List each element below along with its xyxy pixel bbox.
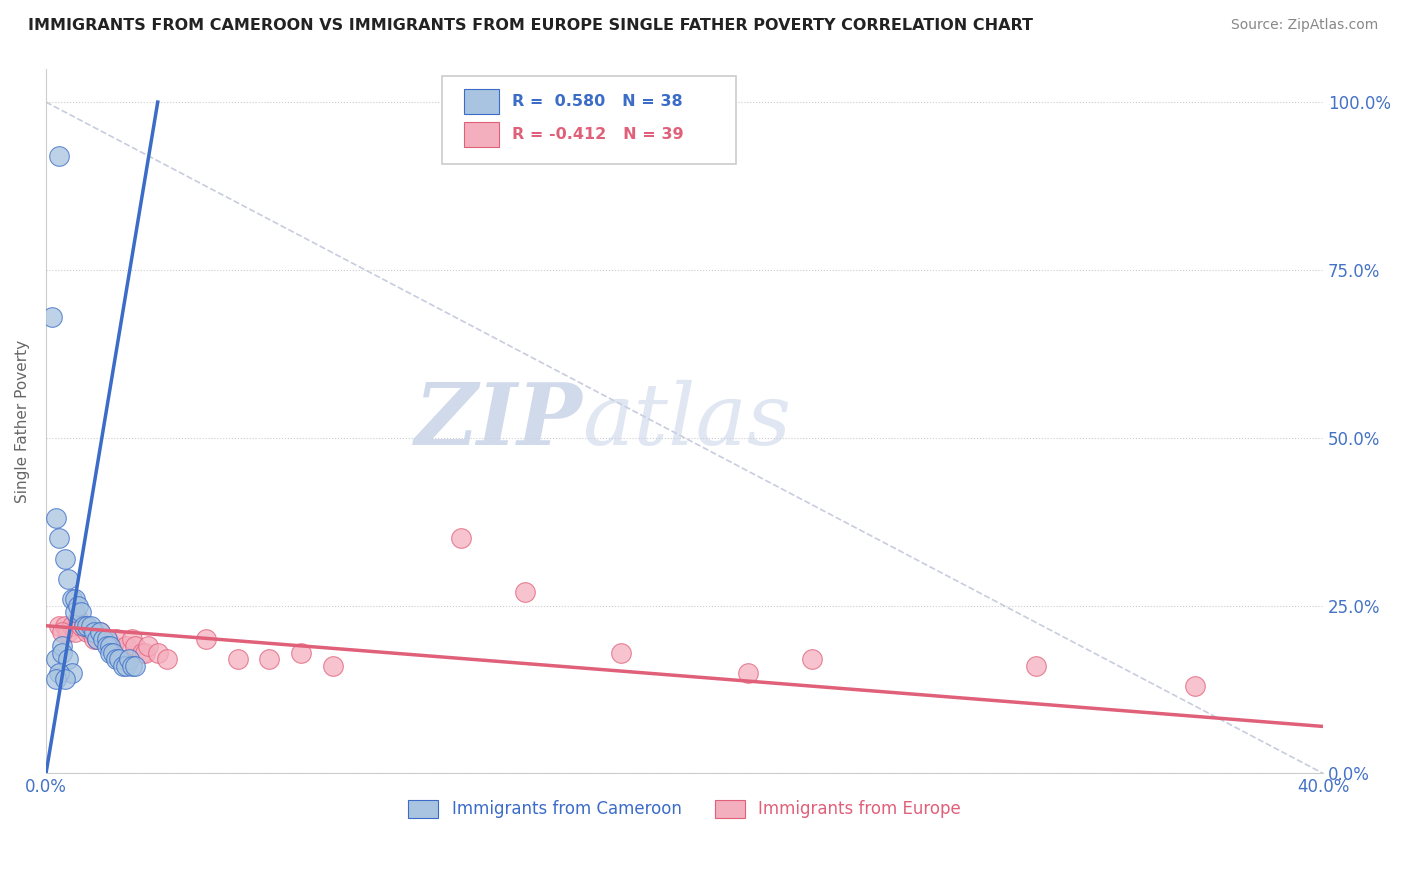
Point [93, 632, 115, 647]
Point [83, 632, 105, 647]
Bar [464, 89, 499, 114]
Point [63, 591, 86, 606]
Point [737, 665, 759, 680]
Point [41, 310, 63, 324]
Point [226, 652, 249, 666]
Point [73, 618, 96, 632]
Point [73, 618, 96, 632]
Point [70, 618, 93, 632]
Point [51, 625, 73, 640]
Point [48, 665, 70, 680]
Text: atlas: atlas [582, 380, 792, 462]
Point [194, 632, 217, 647]
Point [121, 659, 143, 673]
Point [609, 646, 631, 660]
Point [48, 149, 70, 163]
FancyBboxPatch shape [441, 76, 735, 164]
Point [513, 585, 536, 599]
Point [51, 639, 73, 653]
Point [58, 572, 80, 586]
Point [53, 618, 76, 632]
Point [70, 605, 93, 619]
Point [136, 639, 159, 653]
Point [118, 652, 141, 666]
Point [60, 618, 83, 632]
Point [60, 591, 83, 606]
Text: Source: ZipAtlas.com: Source: ZipAtlas.com [1230, 18, 1378, 32]
Text: IMMIGRANTS FROM CAMEROON VS IMMIGRANTS FROM EUROPE SINGLE FATHER POVERTY CORRELA: IMMIGRANTS FROM CAMEROON VS IMMIGRANTS F… [28, 18, 1033, 33]
Point [96, 639, 118, 653]
Point [124, 659, 146, 673]
Text: ZIP: ZIP [415, 379, 582, 463]
Point [86, 632, 108, 647]
Point [801, 652, 824, 666]
Point [131, 646, 153, 660]
Point [322, 659, 344, 673]
Point [45, 673, 67, 687]
Point [111, 659, 134, 673]
Point [114, 659, 136, 673]
Point [124, 639, 146, 653]
Point [58, 625, 80, 640]
Text: R =  0.580   N = 38: R = 0.580 N = 38 [512, 95, 683, 109]
Point [51, 646, 73, 660]
Point [76, 625, 98, 640]
Point [290, 646, 312, 660]
Point [134, 646, 156, 660]
Point [105, 652, 128, 666]
Point [1184, 679, 1206, 693]
Point [1025, 659, 1047, 673]
Point [108, 652, 131, 666]
Point [60, 665, 83, 680]
Point [101, 646, 124, 660]
Point [63, 625, 86, 640]
Point [96, 632, 118, 647]
Point [105, 632, 128, 647]
Text: R = -0.412   N = 39: R = -0.412 N = 39 [512, 128, 683, 143]
Point [63, 605, 86, 619]
Y-axis label: Single Father Poverty: Single Father Poverty [15, 340, 30, 502]
Point [45, 511, 67, 525]
Point [79, 618, 101, 632]
Point [89, 625, 111, 640]
Point [48, 532, 70, 546]
Point [83, 625, 105, 640]
Point [45, 652, 67, 666]
Point [101, 639, 124, 653]
Point [259, 652, 281, 666]
Legend: Immigrants from Cameroon, Immigrants from Europe: Immigrants from Cameroon, Immigrants fro… [402, 793, 967, 825]
Point [98, 639, 121, 653]
Point [93, 632, 115, 647]
Point [114, 639, 136, 653]
Point [156, 652, 179, 666]
Point [58, 652, 80, 666]
Point [66, 612, 89, 626]
Point [66, 599, 89, 613]
Point [86, 632, 108, 647]
Point [146, 646, 169, 660]
Point [121, 632, 143, 647]
Point [53, 673, 76, 687]
Point [48, 618, 70, 632]
Point [96, 632, 118, 647]
Point [89, 625, 111, 640]
Point [53, 551, 76, 566]
Point [76, 618, 98, 632]
Bar [464, 122, 499, 147]
Point [98, 646, 121, 660]
Point [79, 625, 101, 640]
Point [98, 639, 121, 653]
Point [450, 532, 472, 546]
